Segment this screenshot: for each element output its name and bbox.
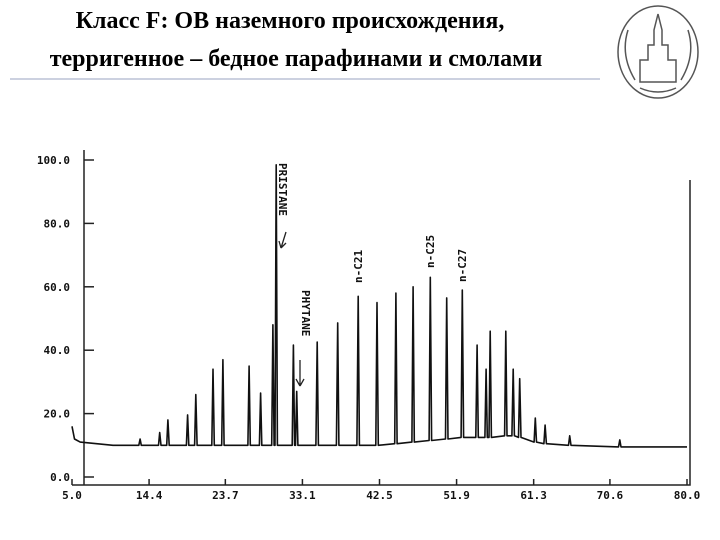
peak-label: PRISTANE [276,163,289,216]
peak-label: n-C21 [352,250,365,283]
x-tick-label: 61.3 [520,489,547,502]
x-tick-label: 42.5 [366,489,393,502]
peak-label: PHYTANE [299,290,312,336]
y-tick-label: 80.0 [44,217,71,230]
chart: 0.0 20.0 40.0 60.0 80.0 100.0 5.0 14.4 23.7 33.1 4… [37,150,700,502]
y-tick-label: 0.0 [50,471,70,484]
y-tick-label: 20.0 [44,408,71,421]
logo [617,5,699,99]
y-tick-label: 60.0 [44,281,71,294]
x-tick-label: 23.7 [212,489,239,502]
y-tick-label: 40.0 [44,344,71,357]
chromatogram-trace [71,164,687,448]
axis [72,150,691,486]
y-tick-label: 100.0 [37,154,70,167]
x-tick-label: 80.0 [674,489,701,502]
x-tick-label: 14.4 [136,489,163,502]
x-tick-label: 70.6 [597,489,624,502]
peak-label: n-C27 [456,249,469,282]
peak-label: n-C25 [424,235,437,268]
arrow [278,231,287,249]
arrow [295,360,305,387]
x-tick-label: 33.1 [289,489,316,502]
title-line: Класс F: ОВ наземного происхождения, [76,8,505,34]
x-tick-label: 51.9 [443,489,470,502]
x-tick-label: 5.0 [62,489,82,502]
title-line: терригенное – бедное парафинами и смолам… [50,46,543,72]
